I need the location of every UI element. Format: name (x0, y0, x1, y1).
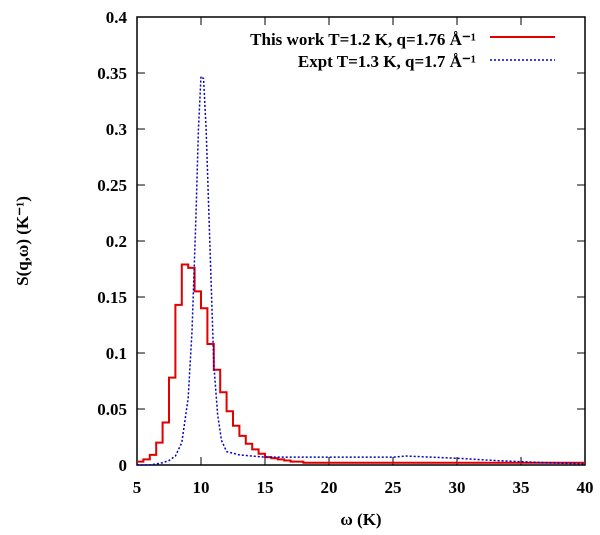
y-tick-label: 0.05 (97, 400, 127, 419)
x-tick-label: 15 (257, 478, 274, 497)
legend: This work T=1.2 K, q=1.76 Å⁻¹ Expt T=1.3… (250, 30, 555, 71)
axis-ticks (136, 16, 586, 466)
y-tick-label: 0.1 (106, 344, 127, 363)
series-expt-line (137, 74, 586, 466)
x-tick-label: 20 (321, 478, 338, 497)
series-group (137, 74, 586, 466)
x-tick-labels: 5 10 15 20 25 30 35 40 (133, 478, 594, 497)
legend-label-expt: Expt T=1.3 K, q=1.7 Å⁻¹ (298, 52, 476, 71)
y-tick-label: 0 (119, 456, 128, 475)
x-tick-label: 25 (385, 478, 402, 497)
y-tick-label: 0.35 (97, 64, 127, 83)
x-tick-label: 40 (577, 478, 594, 497)
plot-frame (136, 16, 586, 466)
series-this-work-line (137, 263, 585, 464)
x-tick-label: 10 (193, 478, 210, 497)
y-tick-label: 0.2 (106, 232, 127, 251)
y-tick-labels: 0 0.05 0.1 0.15 0.2 0.25 0.3 0.35 0.4 (97, 8, 127, 475)
y-axis-title: S(q,ω) (K⁻¹) (13, 196, 32, 286)
x-axis-title: ω (K) (340, 510, 381, 529)
y-tick-label: 0.4 (106, 8, 128, 27)
y-tick-label: 0.3 (106, 120, 127, 139)
legend-label-this-work: This work T=1.2 K, q=1.76 Å⁻¹ (250, 30, 476, 49)
x-tick-label: 30 (449, 478, 466, 497)
y-tick-label: 0.25 (97, 176, 127, 195)
x-tick-label: 35 (513, 478, 530, 497)
x-tick-label: 5 (133, 478, 142, 497)
y-tick-label: 0.15 (97, 288, 127, 307)
